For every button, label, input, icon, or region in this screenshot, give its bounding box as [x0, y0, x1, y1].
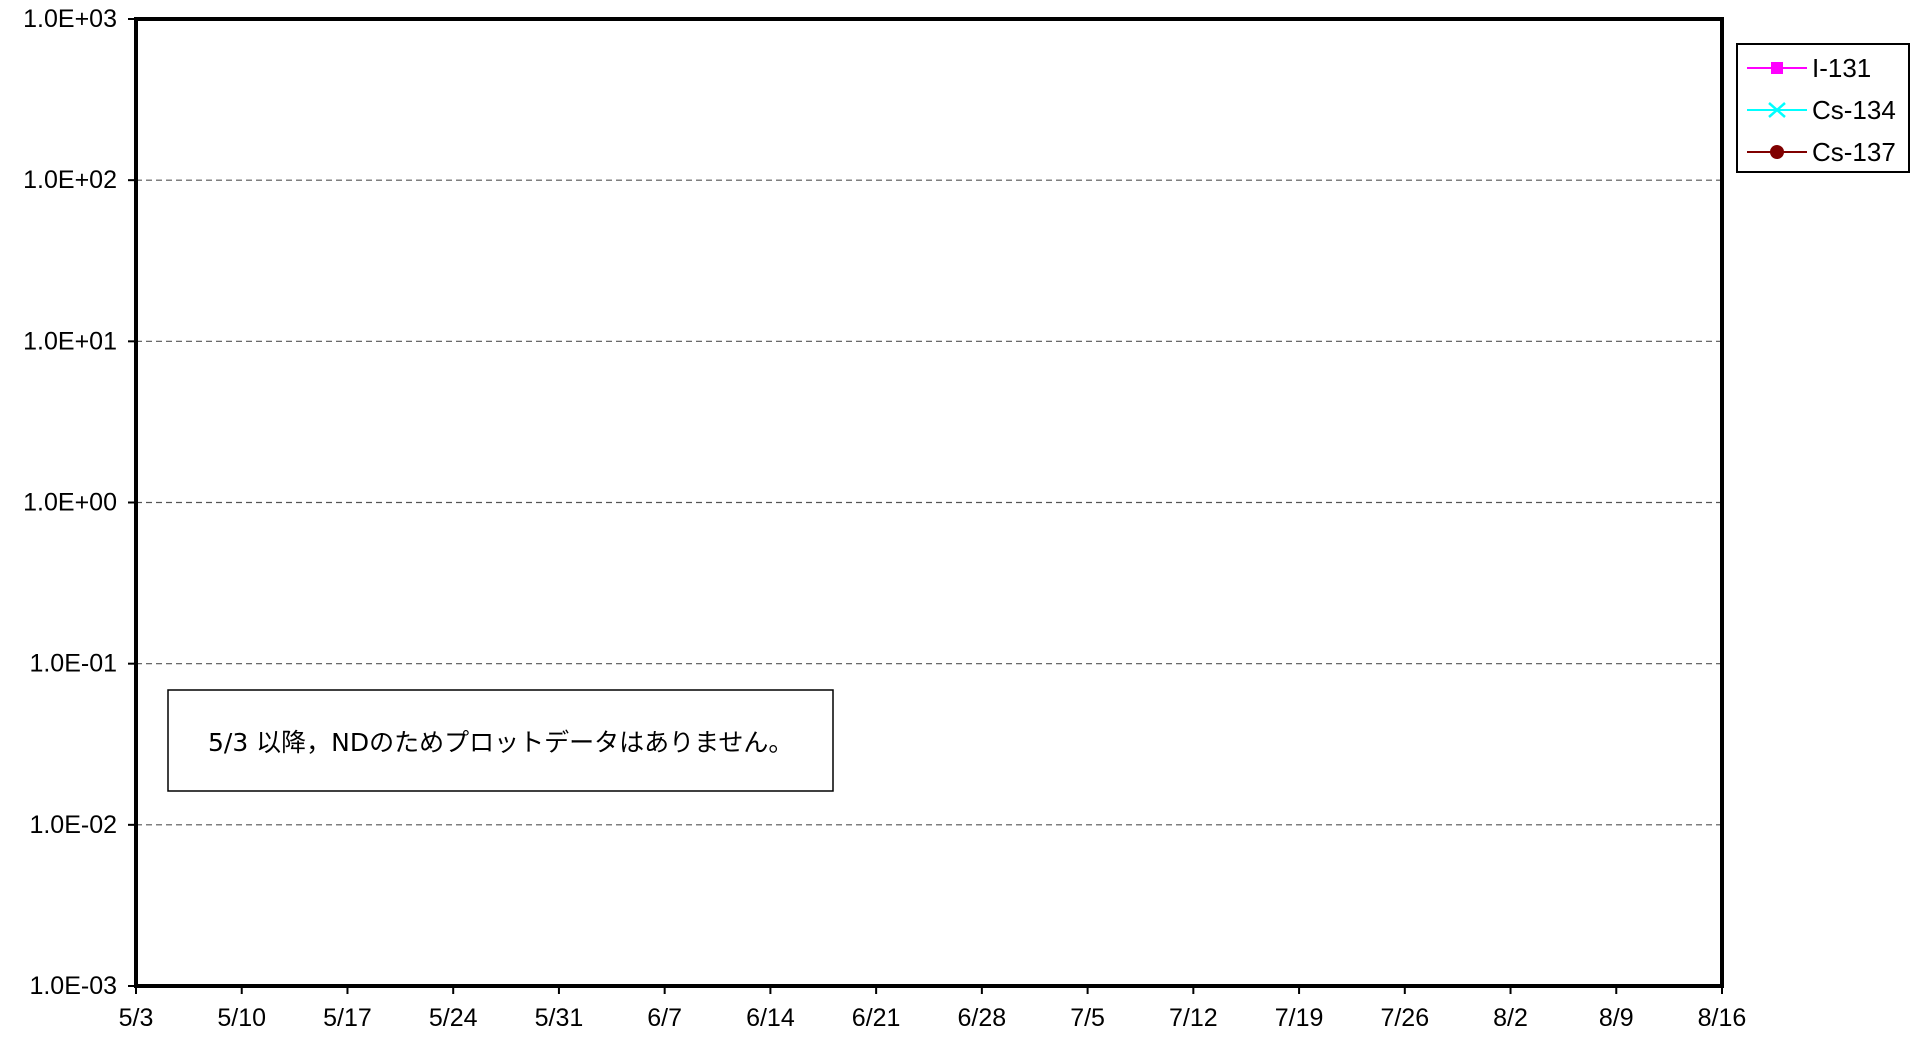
legend: I-131 Cs-134 Cs-137	[1736, 43, 1910, 173]
y-tick-label: 1.0E-01	[29, 650, 117, 678]
x-tick-label: 6/14	[746, 1004, 795, 1032]
y-tick-label: 1.0E+00	[23, 489, 117, 517]
x-tick-label: 5/24	[429, 1004, 478, 1032]
legend-label: I-131	[1812, 53, 1871, 83]
y-axis-ticks: 1.0E+03 1.0E+02 1.0E+01 1.0E+00 1.0E-01 1.0E-…	[23, 5, 136, 1000]
x-axis-ticks: 5/3 5/10 5/17 5/24 5/31 6/7 6/14 6/21 6/28 7/5 7/1…	[119, 986, 1747, 1032]
legend-marker-circle	[1770, 145, 1784, 159]
x-tick-label: 5/10	[217, 1004, 266, 1032]
x-tick-label: 6/7	[647, 1004, 682, 1032]
y-tick-label: 1.0E+03	[23, 5, 117, 33]
x-tick-label: 8/2	[1493, 1004, 1528, 1032]
x-tick-label: 6/28	[958, 1004, 1007, 1032]
legend-marker-x	[1768, 102, 1786, 118]
x-tick-label: 6/21	[852, 1004, 901, 1032]
y-tick-label: 1.0E-02	[29, 811, 117, 839]
x-tick-label: 8/9	[1599, 1004, 1634, 1032]
x-tick-label: 8/16	[1698, 1004, 1747, 1032]
annotation-box: 5/3 以降，NDのためプロットデータはありません。	[167, 689, 834, 792]
annotation-frame	[167, 689, 834, 792]
legend-marker-square	[1771, 62, 1783, 74]
x-tick-label: 7/26	[1380, 1004, 1429, 1032]
gridlines	[136, 179, 1722, 826]
x-tick-label: 5/3	[119, 1004, 154, 1032]
x-tick-label: 7/5	[1070, 1004, 1105, 1032]
x-tick-label: 7/19	[1275, 1004, 1324, 1032]
plot-area-frame	[134, 17, 1724, 988]
legend-box	[1736, 43, 1910, 173]
y-tick-label: 1.0E+01	[23, 327, 117, 355]
x-tick-label: 5/17	[323, 1004, 372, 1032]
legend-label: Cs-137	[1812, 137, 1896, 167]
x-tick-label: 5/31	[535, 1004, 584, 1032]
x-tick-label: 7/12	[1169, 1004, 1218, 1032]
legend-label: Cs-134	[1812, 95, 1896, 125]
y-tick-label: 1.0E+02	[23, 166, 117, 194]
annotation-text: 5/3 以降，NDのためプロットデータはありません。	[208, 728, 793, 757]
y-tick-label: 1.0E-03	[29, 972, 117, 1000]
